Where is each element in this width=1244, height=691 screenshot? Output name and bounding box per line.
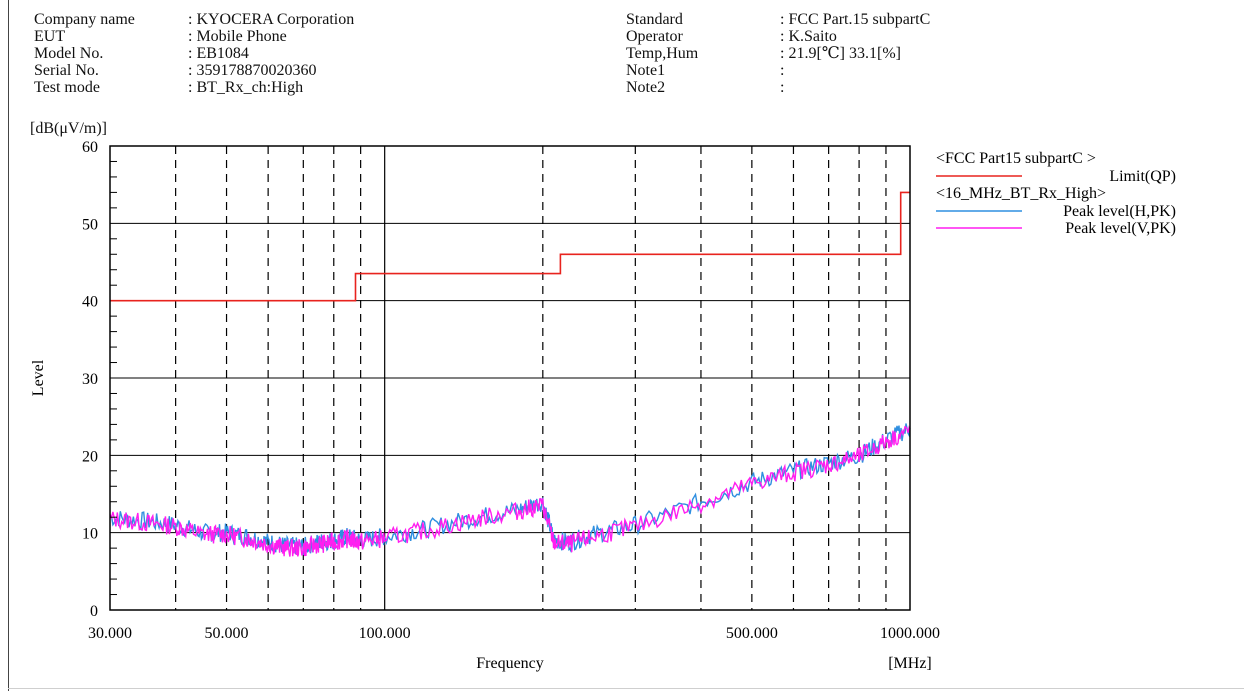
info-label: Note2 xyxy=(626,79,666,96)
y-tick-label: 20 xyxy=(82,448,98,465)
info-label: Company name xyxy=(34,11,135,28)
info-value: : KYOCERA Corporation xyxy=(188,11,355,28)
info-label: EUT xyxy=(34,28,66,45)
y-tick-label: 10 xyxy=(82,526,98,543)
info-value: : BT_Rx_ch:High xyxy=(188,79,304,96)
legend-item-label: Limit(QP) xyxy=(1109,168,1176,185)
info-value: : 359178870020360 xyxy=(188,62,317,79)
info-value: : FCC Part.15 subpartC xyxy=(780,11,931,28)
y-tick-label: 60 xyxy=(82,139,98,156)
y-axis-title: Level xyxy=(30,359,47,396)
x-tick-label: 500.000 xyxy=(726,625,778,642)
series-limit xyxy=(110,191,910,302)
x-axis-title: Frequency xyxy=(476,655,544,672)
info-label: Model No. xyxy=(34,45,104,62)
info-label: Note1 xyxy=(626,62,666,79)
y-tick-label: 50 xyxy=(82,216,98,233)
legend-group-title: <16_MHz_BT_Rx_High> xyxy=(936,185,1106,202)
x-tick-label: 1000.000 xyxy=(880,625,940,642)
legend: <FCC Part15 subpartC > Limit(QP)<16_MHz_B… xyxy=(936,150,1176,237)
info-value: : Mobile Phone xyxy=(188,28,287,45)
plot-frame xyxy=(109,145,911,611)
ticks-layer: 0 10 20 30 40 50 60 30.000 50.000 100.000 500.000 1… xyxy=(82,139,940,642)
y-tick-label: 40 xyxy=(82,294,98,311)
x-tick-label: 30.000 xyxy=(88,625,132,642)
info-label: Temp,Hum xyxy=(626,45,699,62)
series-layer xyxy=(109,191,911,557)
info-label: Standard xyxy=(626,11,683,28)
series-peak_v xyxy=(109,425,911,557)
x-tick-label: 50.000 xyxy=(205,625,249,642)
grid-layer xyxy=(110,146,910,610)
y-tick-label: 0 xyxy=(90,603,98,620)
info-value: : xyxy=(780,62,785,79)
page-frame-left-border xyxy=(8,0,9,691)
x-tick-label: 100.000 xyxy=(359,625,411,642)
info-value: : 21.9[℃] 33.1[%] xyxy=(780,45,901,62)
legend-group-title: <FCC Part15 subpartC > xyxy=(936,150,1096,167)
info-label: Serial No. xyxy=(34,62,99,79)
info-label: Test mode xyxy=(34,79,100,96)
y-tick-label: 30 xyxy=(82,371,98,388)
legend-item-label: Peak level(H,PK) xyxy=(1063,203,1176,220)
info-value: : xyxy=(780,79,785,96)
legend-item-label: Peak level(V,PK) xyxy=(1065,220,1176,237)
info-value: : K.Saito xyxy=(780,28,837,45)
y-unit-label: [dB(μV/m)] xyxy=(30,120,108,137)
page-frame-bottom-border xyxy=(8,688,1244,689)
info-value: : EB1084 xyxy=(188,45,249,62)
info-label: Operator xyxy=(626,28,683,45)
x-unit-label: [MHz] xyxy=(888,655,932,672)
